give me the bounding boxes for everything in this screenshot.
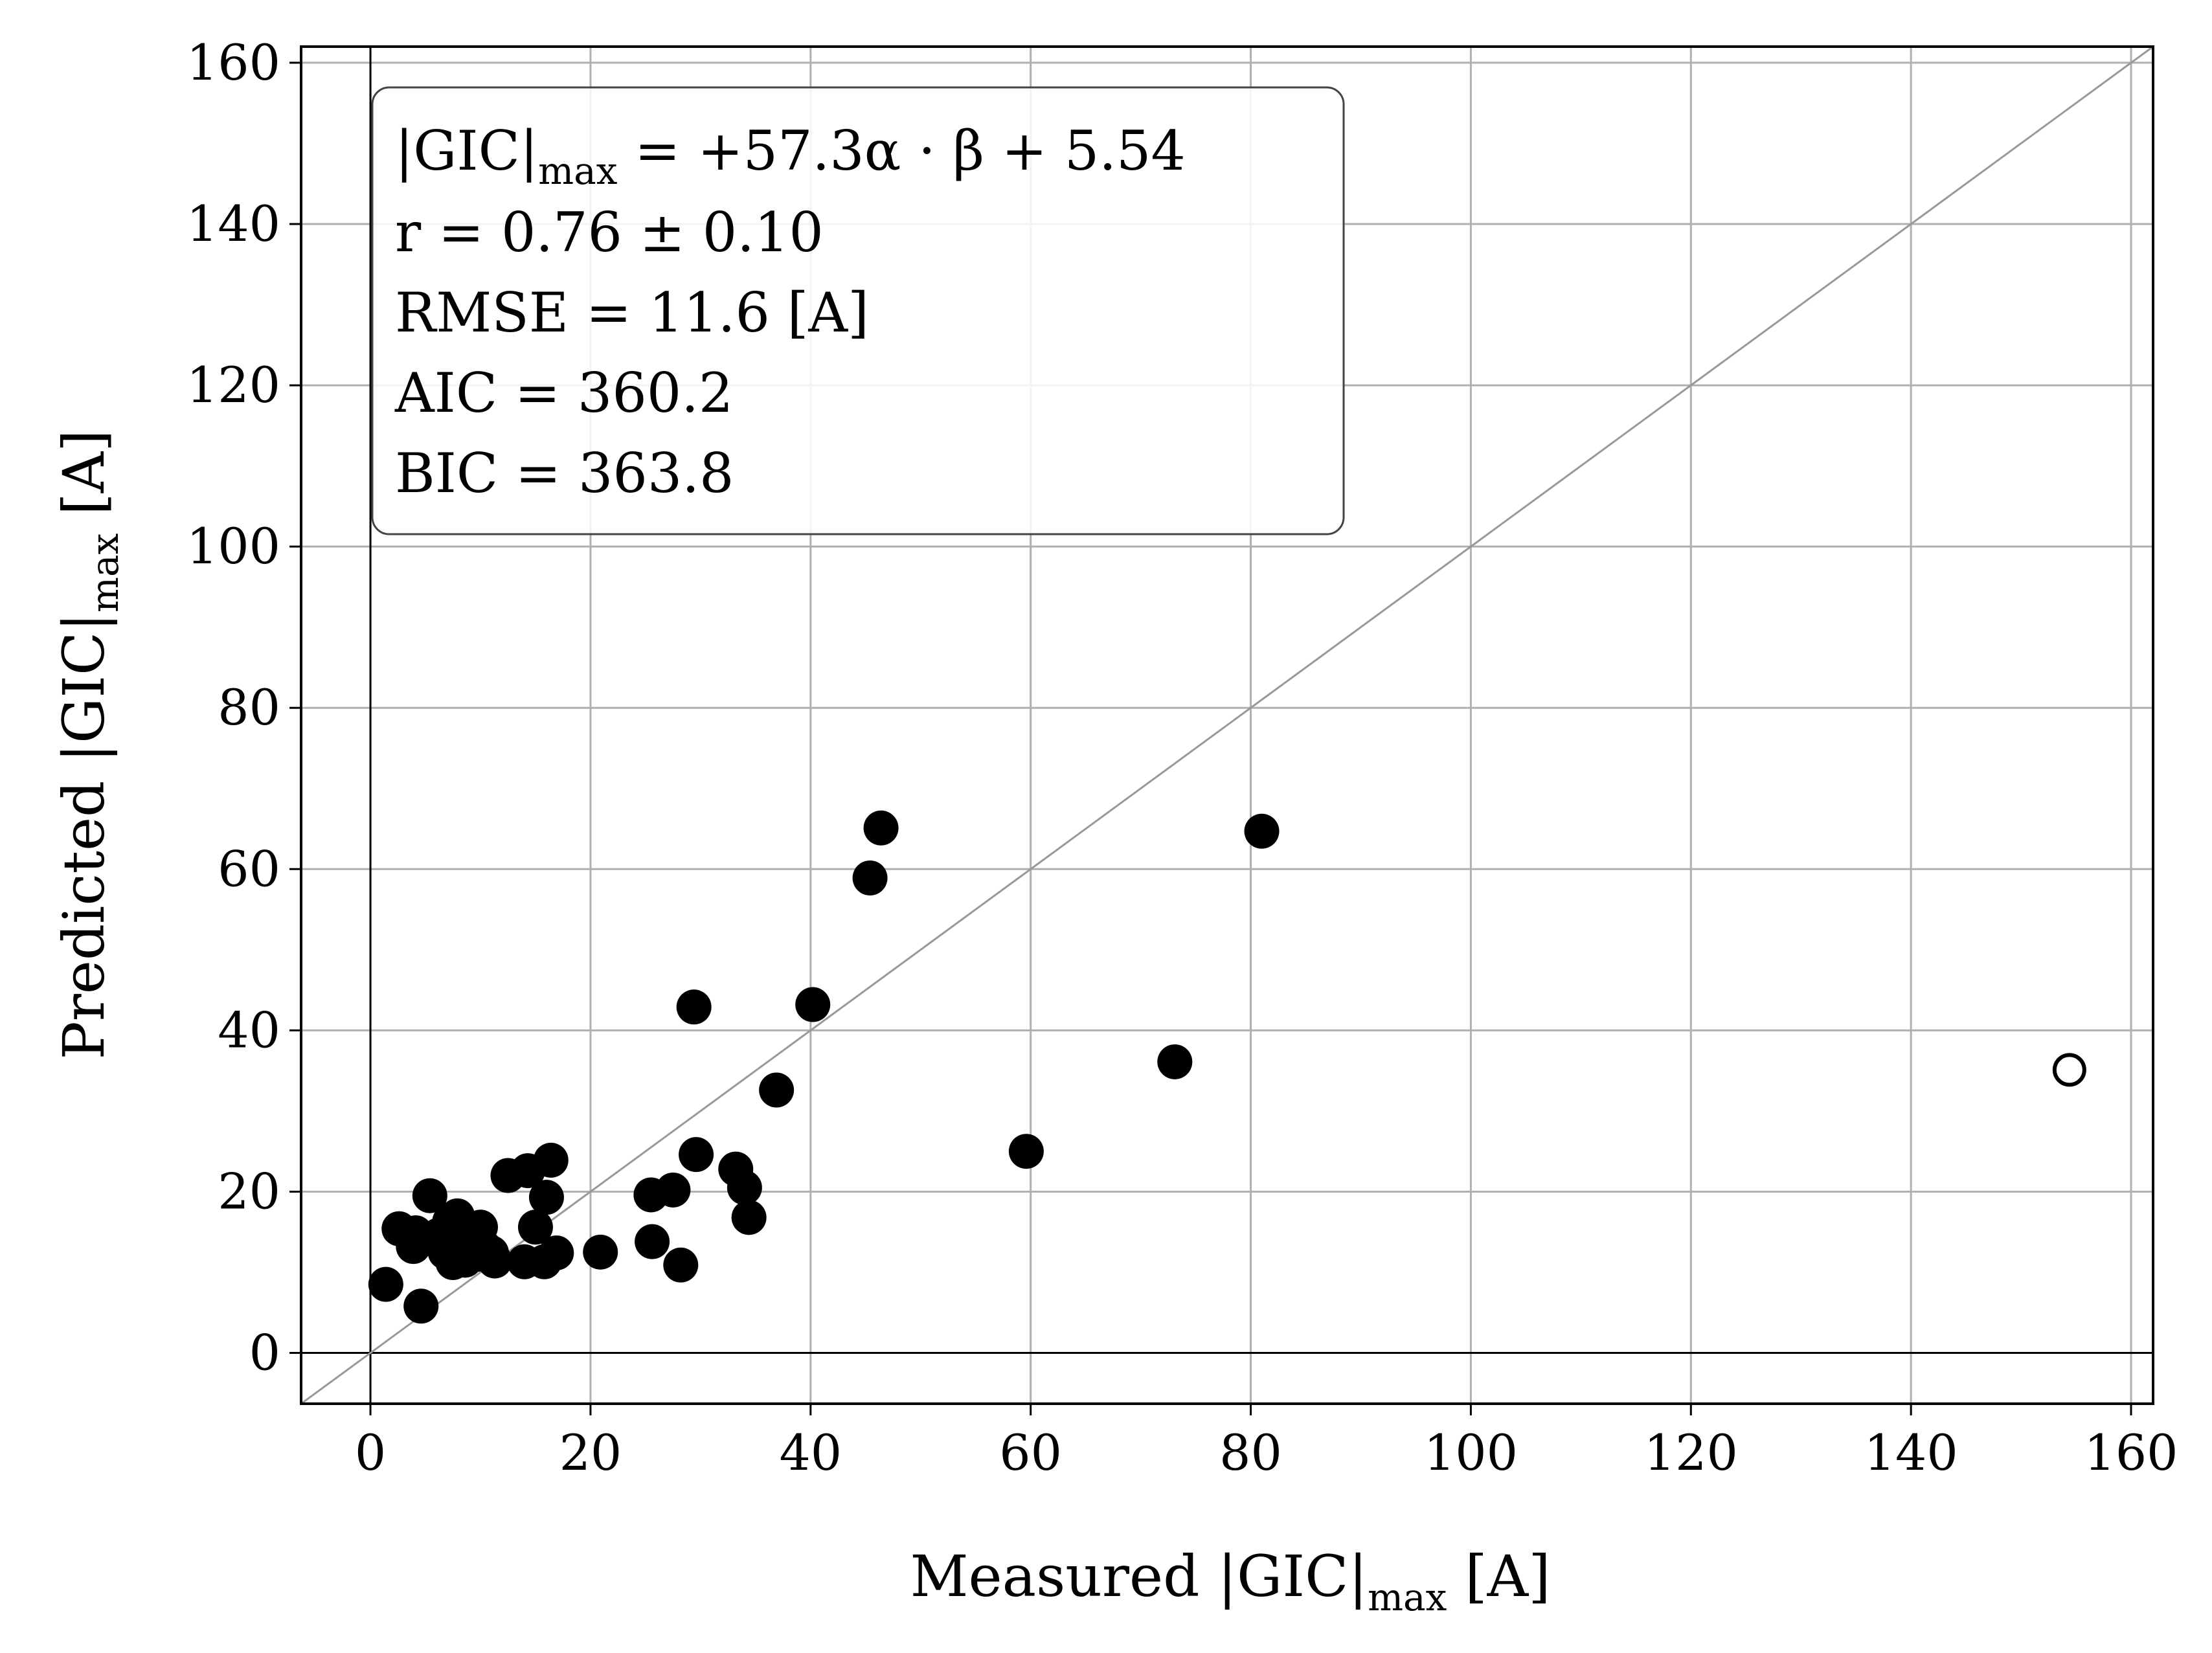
y-axis-label-main: Predicted |GIC| [51,613,117,1060]
stats-bic: BIC = 363.8 [395,442,734,505]
reference-line-layer [300,45,2154,1405]
data-point [1244,813,1280,849]
data-point [1008,1134,1044,1169]
outlier-point [2052,1053,2086,1087]
data-point [663,1247,699,1283]
y-tick-label: 160 [186,34,280,91]
data-point [679,1137,714,1173]
data-point [655,1172,691,1208]
identity-line [300,45,2154,1405]
axis-ticks: 0 20 40 60 80 100 120 140 160 0 20 40 60 80 100 120 140 1… [186,34,2178,1481]
y-tick-label: 60 [218,840,280,897]
data-point [533,1142,569,1178]
zero-lines [301,47,2153,1404]
x-tick-label: 160 [2084,1424,2178,1481]
x-tick-label: 80 [1219,1424,1282,1481]
x-tick-label: 0 [355,1424,386,1481]
stats-equation-subscript: max [538,149,617,193]
stats-box-frame [371,86,1345,535]
y-axis-label: Predicted |GIC|max [A] [51,429,127,1059]
stats-aic: AIC = 360.2 [394,361,733,425]
x-axis-label: Measured |GIC|max [A] [910,1543,1550,1619]
y-axis-label-subscript: max [83,534,127,613]
y-tick-label: 80 [218,679,280,736]
x-tick-label: 60 [999,1424,1062,1481]
x-tick-label: 140 [1864,1424,1958,1481]
data-points [368,810,2086,1324]
x-tick-label: 40 [779,1424,842,1481]
data-point [863,810,899,846]
data-point [731,1200,767,1235]
y-tick-label: 40 [218,1001,280,1059]
data-point [1157,1044,1193,1079]
x-axis-label-subscript: max [1368,1575,1447,1619]
data-point [528,1180,564,1215]
data-point [852,860,888,896]
data-point [539,1235,574,1271]
data-point [477,1243,513,1279]
data-point [368,1266,403,1302]
data-point [795,987,831,1022]
y-tick-label: 0 [249,1324,280,1382]
stats-box: |GIC|max = +57.3α · β + 5.54 r = 0.76 ± … [371,86,1345,535]
data-point [412,1178,447,1213]
x-tick-label: 20 [559,1424,622,1481]
data-point [727,1170,762,1206]
stats-r: r = 0.76 ± 0.10 [395,201,824,264]
data-point [583,1234,618,1270]
data-point [403,1288,439,1324]
y-tick-label: 140 [186,195,280,253]
data-point [759,1072,795,1108]
y-tick-label: 100 [186,517,280,575]
data-point [635,1224,670,1259]
stats-equation-rhs: = +57.3α · β + 5.54 [617,119,1185,183]
y-tick-label: 120 [186,356,280,414]
plot-frame [300,45,2154,1405]
x-tick-label: 120 [1644,1424,1738,1481]
x-axis-label-unit: [A] [1447,1543,1550,1610]
x-tick-label: 100 [1424,1424,1518,1481]
stats-rmse: RMSE = 11.6 [A] [395,281,869,344]
y-axis-label-unit: [A] [51,429,117,533]
x-axis-label-main: Measured |GIC| [910,1543,1368,1610]
data-point [676,989,712,1025]
stats-equation: |GIC|max = +57.3α · β + 5.54 [395,119,1186,193]
data-point [517,1209,553,1245]
stats-equation-lhs: |GIC| [395,119,538,183]
y-tick-label: 20 [218,1162,280,1220]
